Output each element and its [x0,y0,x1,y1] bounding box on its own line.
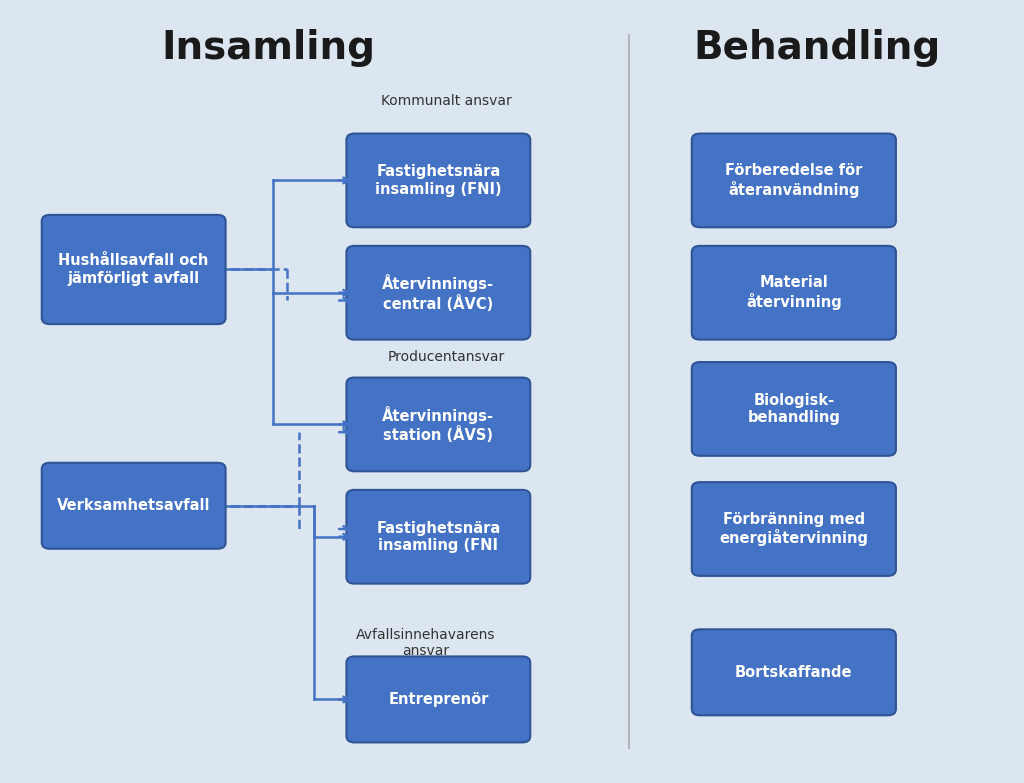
Text: Hushållsavfall och
jämförligt avfall: Hushållsavfall och jämförligt avfall [58,253,209,286]
FancyBboxPatch shape [42,215,225,324]
Text: Entreprenör: Entreprenör [388,692,488,707]
Text: Förbränning med
energiåtervinning: Förbränning med energiåtervinning [719,511,868,547]
FancyBboxPatch shape [346,134,530,227]
FancyBboxPatch shape [346,656,530,742]
Text: Återvinnings-
central (ÅVC): Återvinnings- central (ÅVC) [382,274,495,312]
FancyBboxPatch shape [346,246,530,340]
Text: Bortskaffande: Bortskaffande [735,665,853,680]
Text: Återvinnings-
station (ÅVS): Återvinnings- station (ÅVS) [382,406,495,443]
Text: Biologisk-
behandling: Biologisk- behandling [748,393,841,425]
Text: Behandling: Behandling [693,29,940,67]
FancyBboxPatch shape [692,246,896,340]
FancyBboxPatch shape [42,463,225,549]
FancyBboxPatch shape [346,377,530,471]
FancyBboxPatch shape [692,482,896,576]
Text: Avfallsinnehavarens
ansvar: Avfallsinnehavarens ansvar [356,628,496,659]
FancyBboxPatch shape [346,490,530,583]
Text: Fastighetsnära
insamling (FNI: Fastighetsnära insamling (FNI [376,521,501,553]
Text: Verksamhetsavfall: Verksamhetsavfall [57,498,210,514]
Text: Förberedelse för
återanvändning: Förberedelse för återanvändning [725,163,862,198]
Text: Kommunalt ansvar: Kommunalt ansvar [381,94,511,108]
Text: Fastighetsnära
insamling (FNI): Fastighetsnära insamling (FNI) [375,164,502,197]
Text: Material
återvinning: Material återvinning [745,276,842,310]
FancyBboxPatch shape [692,362,896,456]
FancyBboxPatch shape [692,134,896,227]
Text: Insamling: Insamling [161,29,375,67]
FancyBboxPatch shape [692,630,896,716]
Text: Producentansvar: Producentansvar [387,350,505,363]
